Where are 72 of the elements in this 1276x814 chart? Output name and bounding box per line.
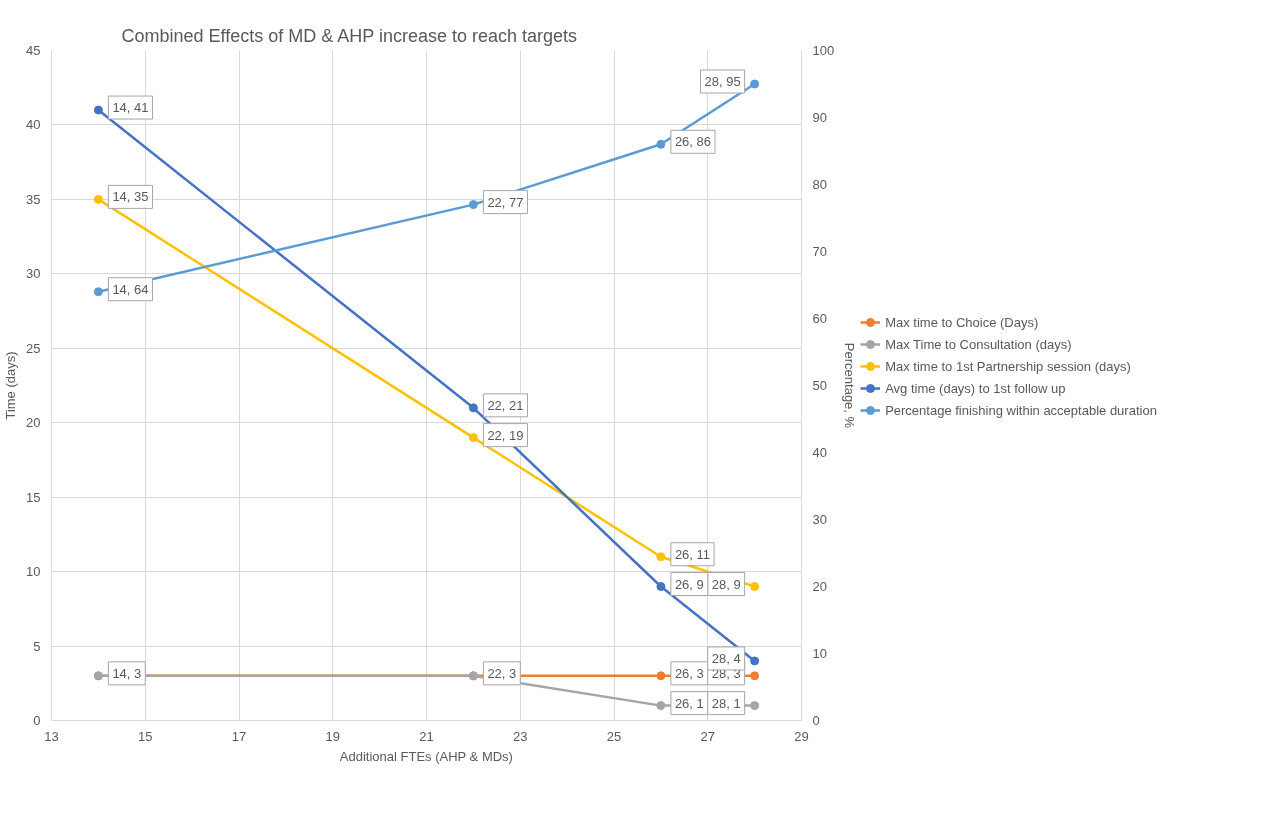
y2-tick-label: 20 [812, 579, 827, 594]
chart-title: Combined Effects of MD & AHP increase to reach targets [121, 25, 578, 46]
data-label: 22, 77 [487, 194, 524, 210]
y-tick-label: 15 [26, 489, 41, 505]
x-axis-title: Additional FTEs (AHP & MDs) [339, 748, 513, 764]
point [750, 671, 760, 681]
y2-tick-label: 80 [812, 177, 827, 192]
y2-tick-label: 50 [812, 378, 827, 393]
data-label: 26, 86 [674, 134, 712, 150]
point [93, 105, 103, 115]
data-label: 14, 41 [112, 100, 149, 116]
data-label: 28, 1 [711, 695, 741, 711]
legend-label: Avg time (days) to 1st follow up [885, 380, 1066, 396]
y2-tick-label: 30 [812, 512, 827, 527]
point [656, 701, 666, 711]
x-tick-label: 25 [606, 728, 622, 744]
data-label: 14, 3 [112, 665, 142, 681]
x-tick-label: 19 [325, 728, 340, 744]
y-tick-label: 35 [26, 191, 41, 207]
x-tick-label: 29 [794, 728, 809, 744]
y2-tick-label: 70 [812, 244, 827, 259]
y-tick-label: 5 [33, 638, 41, 654]
y2-tick-label: 100 [812, 43, 835, 58]
y2-tick-label: 0 [812, 713, 820, 728]
data-label: 26, 1 [674, 695, 704, 711]
legend-label: Percentage finishing within acceptable duration [885, 402, 1157, 418]
point [468, 433, 478, 443]
data-label: 22, 19 [487, 427, 524, 443]
data-label: 28, 4 [711, 650, 741, 666]
y-tick-label: 30 [26, 266, 41, 282]
data-label: 14, 35 [112, 189, 149, 205]
data-label: 28, 9 [711, 576, 741, 592]
legend-label: Max time to 1st Partnership session (days) [885, 358, 1131, 374]
y2-tick-label: 40 [812, 445, 827, 460]
point [93, 194, 103, 204]
data-label: 26, 3 [674, 665, 704, 681]
legend-label: Max time to Choice (Days) [885, 314, 1039, 330]
point [750, 701, 760, 711]
y2-axis-title: Percentage, % [842, 342, 858, 429]
data-label: 28, 95 [704, 74, 741, 89]
point [93, 287, 103, 297]
y-tick-label: 45 [26, 43, 41, 58]
y-axis-title: Time (days) [3, 351, 19, 420]
data-label: 26, 11 [674, 546, 711, 562]
data-label: 22, 21 [487, 397, 524, 413]
point [656, 582, 666, 591]
y2-tick-label: 60 [812, 311, 827, 326]
point [656, 671, 666, 681]
data-label: 22, 3 [487, 665, 517, 681]
point [656, 552, 666, 562]
x-tick-label: 17 [231, 728, 247, 744]
y-tick-label: 10 [26, 564, 41, 580]
y-tick-label: 40 [26, 117, 41, 133]
x-tick-label: 23 [513, 728, 528, 744]
point [656, 139, 666, 149]
data-label: 14, 64 [112, 281, 149, 297]
point [468, 403, 478, 413]
point [750, 656, 760, 666]
legend-label: Max Time to Consultation (days) [885, 336, 1072, 352]
y2-tick-label: 10 [812, 646, 827, 661]
point [468, 200, 478, 210]
y2-tick-label: 90 [812, 110, 827, 125]
point [750, 582, 760, 591]
y-tick-label: 20 [26, 415, 41, 431]
x-tick-label: 21 [419, 728, 434, 744]
y-tick-label: 25 [26, 340, 41, 356]
data-label: 26, 9 [674, 576, 704, 592]
point [750, 79, 760, 89]
x-tick-label: 15 [138, 728, 153, 744]
y-tick-label: 0 [33, 713, 41, 728]
x-tick-label: 27 [700, 728, 715, 744]
x-tick-label: 13 [44, 728, 59, 744]
